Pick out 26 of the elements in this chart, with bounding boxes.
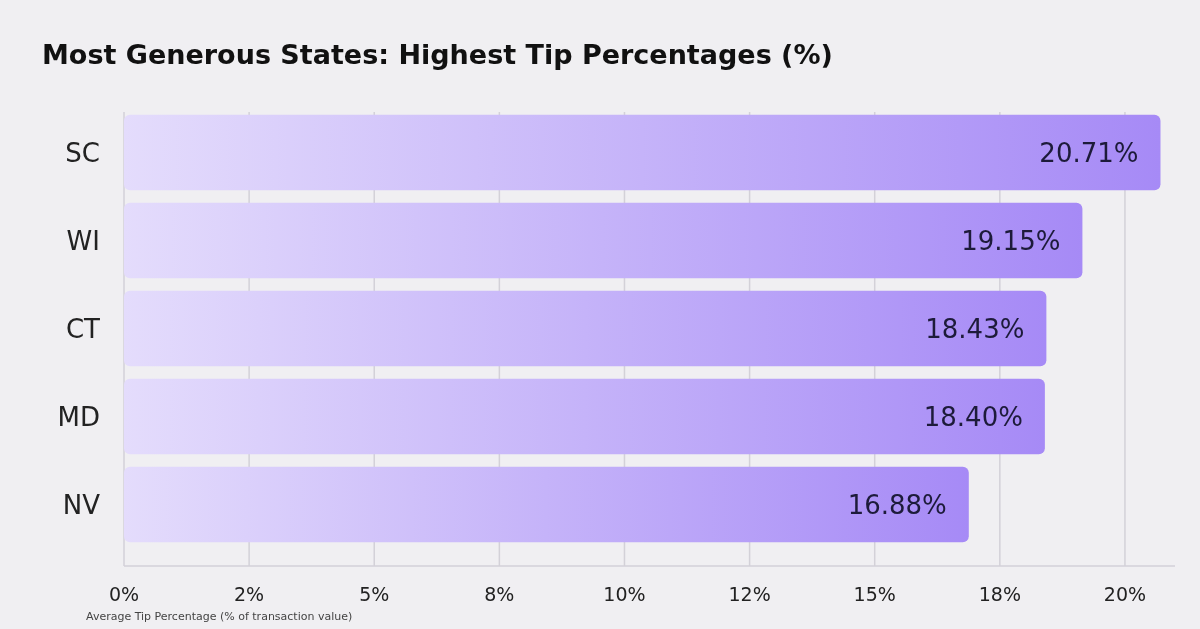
bar (124, 114, 1161, 191)
x-tick-label: 20% (1103, 582, 1147, 605)
x-tick-label: 15% (853, 582, 896, 605)
x-tick-label: 18% (978, 582, 1021, 605)
x-tick-label: 0% (108, 582, 140, 605)
x-tick-label: 10% (603, 582, 646, 605)
y-tick-label: SC (65, 137, 100, 168)
bar (124, 466, 969, 543)
chart-title: Most Generous States: Highest Tip Percentages (%) (42, 39, 833, 70)
x-tick-label: 2% (234, 582, 265, 605)
y-tick-label: MD (57, 401, 100, 432)
data-label: 18.43% (925, 313, 1025, 344)
bar (124, 202, 1083, 279)
y-tick-label: WI (66, 225, 100, 256)
data-label: 16.88% (847, 489, 947, 520)
data-label: 19.15% (961, 225, 1061, 256)
data-label: 20.71% (1039, 137, 1139, 168)
bar (124, 290, 1047, 367)
x-tick-label: 8% (484, 582, 515, 605)
y-tick-label: NV (62, 489, 101, 520)
y-tick-label: CT (65, 313, 101, 344)
bar (124, 378, 1045, 455)
x-tick-label: 12% (728, 582, 771, 605)
data-label: 18.40% (923, 401, 1023, 432)
x-tick-label: 5% (359, 582, 390, 605)
x-axis-title: Average Tip Percentage (% of transaction value) (86, 610, 353, 623)
